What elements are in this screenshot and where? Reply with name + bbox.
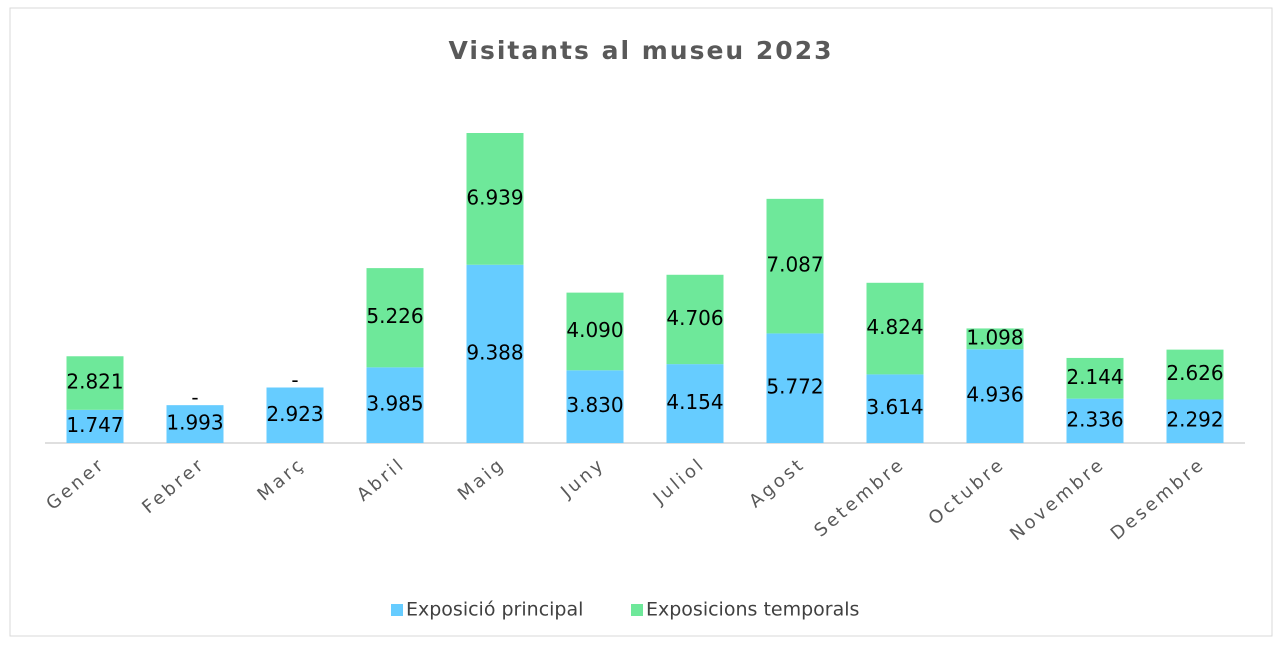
data-label: 2.292 [1166,408,1223,432]
chart-title: Visitants al museu 2023 [449,36,834,65]
data-label: 3.830 [566,393,623,417]
bar-segment [1166,399,1224,443]
bar-segment [366,367,424,443]
data-label: 6.939 [466,185,523,209]
chart-frame [9,7,1273,637]
data-label: 7.087 [766,253,823,277]
bar-segment [566,370,624,443]
bar-segment [766,333,824,443]
bar-segment [866,374,924,443]
bar-segment [166,405,224,443]
data-label: 2.626 [1166,361,1223,385]
legend-swatch [391,604,403,616]
data-label: 1.098 [966,325,1023,349]
data-label: 5.772 [766,375,823,399]
bar-segment [1066,357,1124,399]
bar-segment [866,282,924,375]
data-label: 4.090 [566,318,623,342]
bar-segment [266,387,324,443]
data-label: 9.388 [466,340,523,364]
bar-segment [966,328,1024,350]
data-label: 4.824 [866,315,923,339]
bar-segment [66,356,124,410]
bar-segment [666,364,724,443]
bar-segment [366,268,424,368]
legend-swatch [631,604,643,616]
data-label: 2.821 [66,370,123,394]
data-label: 1.993 [166,411,223,435]
bar-segment [466,133,524,265]
data-label: 4.154 [666,390,723,414]
data-label: 2.923 [266,402,323,426]
bar-segment [966,349,1024,443]
data-label: 2.336 [1066,407,1123,431]
bar-segment [766,198,824,334]
data-label: - [191,386,198,410]
bar-segment [1066,398,1124,443]
data-label: 3.614 [866,395,923,419]
data-label: - [291,368,298,392]
bar-segment [566,292,624,371]
data-label: 4.706 [666,306,723,330]
data-label: 2.144 [1066,365,1123,389]
bar-segment [66,409,124,443]
bar-segment [666,274,724,365]
bar-segment [1166,349,1224,400]
data-label: 4.936 [966,383,1023,407]
legend-label: Exposició principal [406,599,583,621]
legend-label: Exposicions temporals [646,599,859,621]
data-label: 3.985 [366,392,423,416]
data-label: 1.747 [66,413,123,437]
bar-segment [466,264,524,443]
data-label: 5.226 [366,304,423,328]
